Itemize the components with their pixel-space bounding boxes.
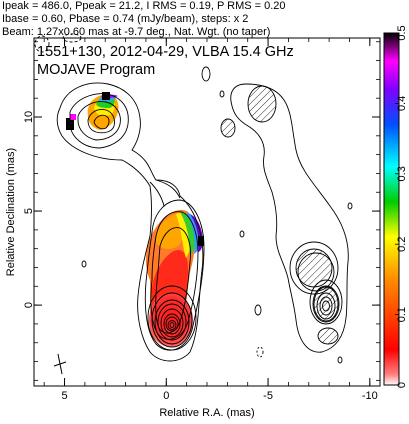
header-line-1: Ipeak = 486.0, Ppeak = 21.2, I RMS = 0.1…: [2, 0, 286, 12]
x-tick-label: -5: [263, 390, 273, 402]
colorbar: [383, 32, 400, 386]
colorbar-tick-label: 0: [396, 382, 408, 388]
header-line-2: Ibase = 0.60, Pbase = 0.74 (mJy/beam), s…: [2, 13, 248, 25]
beam-marker: [53, 353, 67, 375]
plot-frame: [33, 37, 381, 387]
colorbar-tick-label: 0.1: [396, 307, 408, 322]
colorbar-tick-label: 0.4: [396, 96, 408, 111]
colorbar-tick-label: 0.3: [396, 166, 408, 181]
y-axis-ticks: 10 5 0: [23, 41, 380, 381]
colorbar-tick-label: 0.5: [396, 25, 408, 40]
x-axis-label: Relative R.A. (mas): [159, 407, 254, 419]
y-axis-label: Relative Declination (mas): [5, 148, 17, 276]
x-tick-label: 5: [61, 390, 67, 402]
y-tick-label: 10: [23, 111, 35, 123]
colorbar-tick-label: 0.2: [396, 237, 408, 252]
intensity-contours: [34, 33, 353, 364]
y-tick-label: 0: [23, 302, 35, 308]
x-tick-label: -10: [362, 390, 378, 402]
colorbar-ticks: 0.5 0.4 0.3 0.2 0.1 0: [395, 25, 408, 388]
plot-subtitle: MOJAVE Program: [37, 62, 155, 78]
hatched-regions: [220, 85, 340, 345]
y-tick-label: 5: [23, 208, 35, 214]
plot-title: 1551+130, 2012-04-29, VLBA 15.4 GHz: [37, 44, 294, 60]
header-line-3: Beam: 1.27x0.60 mas at -9.7 deg., Nat. W…: [2, 26, 270, 38]
x-tick-label: 0: [163, 390, 169, 402]
polarization-colormap: [66, 92, 204, 347]
x-axis-ticks: 5 0 -5 -10: [43, 38, 378, 402]
